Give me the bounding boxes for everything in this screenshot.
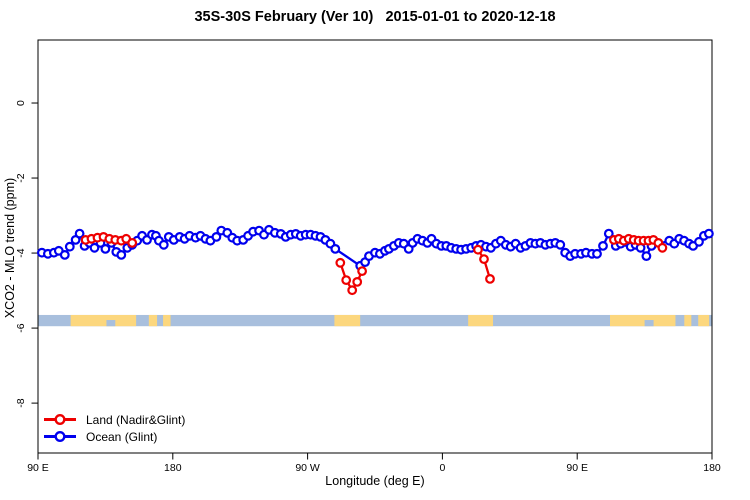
- plot-box: [37, 39, 713, 454]
- svg-text:90 E: 90 E: [27, 462, 49, 474]
- legend-item-ocean: Ocean (Glint): [42, 428, 185, 445]
- x-axis-label: Longitude (deg E): [325, 474, 425, 488]
- svg-text:180: 180: [703, 462, 721, 474]
- page-title: 35S-30S February (Ver 10) 2015-01-01 to …: [194, 9, 556, 25]
- y-axis-label: XCO2 - MLO trend (ppm): [3, 177, 17, 319]
- ocean-series: [37, 224, 714, 271]
- ocean-series-marker-icon: [44, 430, 76, 443]
- y-axis: 0 -2 -4 -6 -8: [15, 100, 38, 408]
- map-strip: [38, 314, 712, 327]
- svg-text:-4: -4: [15, 248, 27, 257]
- svg-text:180: 180: [164, 462, 182, 474]
- svg-text:-8: -8: [15, 398, 27, 407]
- land-series-marker-icon: [44, 413, 76, 426]
- legend-label-ocean: Ocean (Glint): [86, 429, 158, 444]
- chart-legend: Land (Nadir&Glint) Ocean (Glint): [42, 411, 185, 445]
- svg-text:90 E: 90 E: [566, 462, 588, 474]
- x-axis: 90 E 180 90 W 0 90 E 180: [27, 453, 721, 474]
- legend-item-land: Land (Nadir&Glint): [42, 411, 185, 428]
- land-series: [80, 231, 668, 296]
- svg-text:0: 0: [439, 462, 445, 474]
- legend-label-land: Land (Nadir&Glint): [86, 412, 186, 427]
- svg-text:-2: -2: [15, 173, 27, 182]
- svg-text:90 W: 90 W: [295, 462, 320, 474]
- svg-text:0: 0: [15, 100, 27, 106]
- svg-text:-6: -6: [15, 323, 27, 332]
